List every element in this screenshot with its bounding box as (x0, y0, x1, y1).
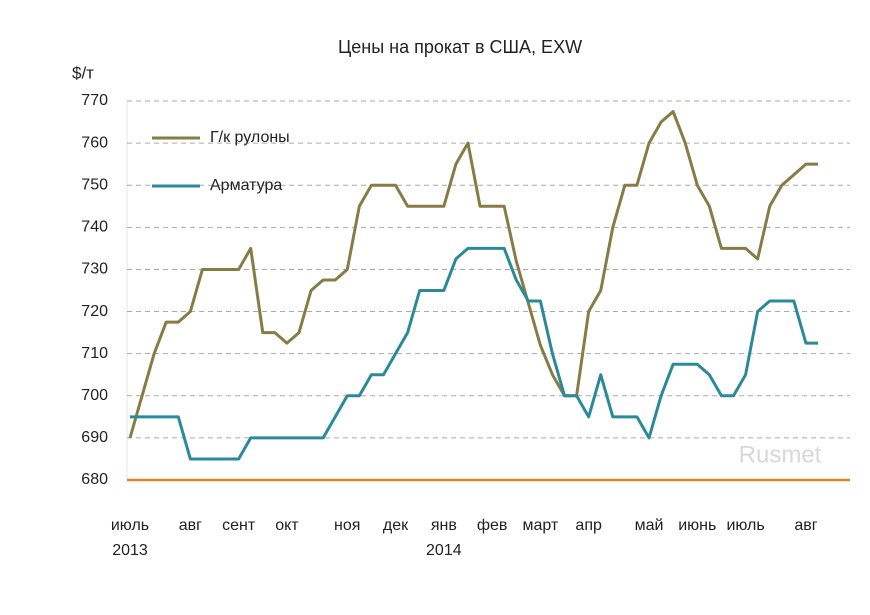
y-tick-label: 690 (81, 429, 108, 446)
x-tick-label: апр (575, 517, 602, 534)
y-tick-label: 760 (81, 134, 108, 151)
y-tick-label: 700 (81, 387, 108, 404)
x-tick-label: окт (275, 517, 299, 534)
x-tick-label: авг (794, 517, 817, 534)
x-tick-label: июль (726, 517, 764, 534)
y-tick-label: 770 (81, 92, 108, 109)
line-series (128, 110, 818, 439)
y-tick-label: 680 (81, 471, 108, 488)
y-tick-label: 720 (81, 303, 108, 320)
x-tick-label: июнь (678, 517, 716, 534)
y-axis-label: $/т (72, 63, 94, 82)
x-group-label: 2013 (112, 542, 148, 559)
x-tick-label: май (635, 517, 664, 534)
x-tick-label: дек (383, 517, 409, 534)
line-series (130, 246, 818, 461)
legend-label: Арматура (210, 177, 282, 194)
x-tick-label: янв (431, 517, 457, 534)
x-group-label: 2014 (426, 542, 462, 559)
watermark: Rusmet (739, 441, 822, 468)
legend-label: Г/к рулоны (210, 129, 290, 146)
x-tick-label: сент (222, 517, 256, 534)
y-tick-label: 730 (81, 261, 108, 278)
x-tick-label: июль (111, 517, 149, 534)
y-tick-label: 740 (81, 219, 108, 236)
x-tick-label: март (522, 517, 558, 534)
y-tick-label: 710 (81, 345, 108, 362)
chart-title: Цены на прокат в США, EXW (338, 37, 582, 57)
x-tick-label: авг (179, 517, 202, 534)
x-tick-label: ноя (334, 517, 360, 534)
y-tick-label: 750 (81, 176, 108, 193)
x-tick-label: фев (477, 517, 508, 534)
